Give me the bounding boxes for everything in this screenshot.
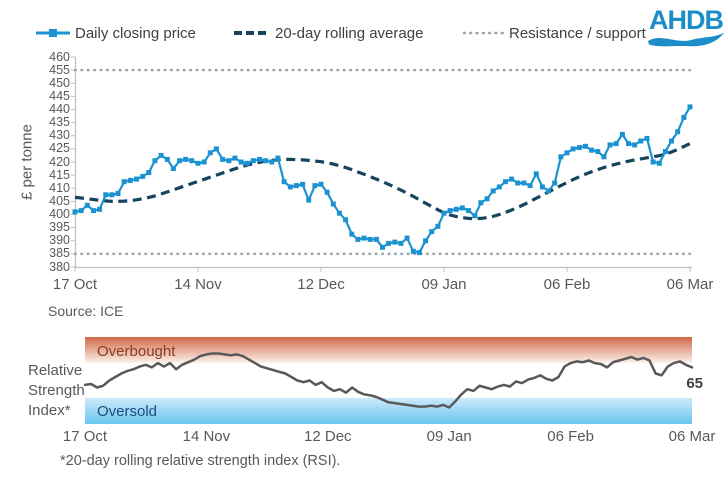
rsi-latest-value: 65	[686, 375, 703, 392]
legend-label: Resistance / support	[509, 24, 646, 42]
rsi-axis-label-line3: Index*	[28, 402, 71, 419]
y-tick-label: 390	[49, 233, 70, 248]
legend-label: 20-day rolling average	[275, 24, 424, 42]
daily-price-line	[74, 106, 691, 254]
y-tick-label: 415	[49, 167, 70, 182]
legend-item-rolling-average: 20-day rolling average	[234, 24, 423, 42]
daily-price-line-marker-icon	[36, 29, 70, 37]
rsi-x-tick-label: 09 Jan	[426, 428, 472, 445]
y-tick-label: 440	[49, 102, 70, 116]
y-tick-label: 420	[49, 154, 70, 169]
ahdb-logo-wave-icon	[648, 32, 724, 47]
rsi-x-tick-label: 12 Dec	[304, 428, 352, 445]
x-tick-label: 12 Dec	[297, 276, 345, 293]
y-tick-label: 410	[49, 180, 70, 195]
y-tick-label: 450	[49, 75, 70, 90]
y-axis-label: £ per tonne	[18, 124, 36, 200]
y-tick-label: 395	[49, 220, 70, 235]
x-tick-label: 14 Nov	[174, 276, 222, 293]
daily-price-markers	[72, 104, 693, 256]
y-tick-label: 380	[49, 259, 70, 274]
legend-item-daily-closing-price: Daily closing price	[36, 24, 196, 42]
y-tick-label: 445	[49, 88, 70, 103]
ahdb-logo-text: AHDB	[649, 5, 724, 35]
rolling-average-line	[74, 142, 691, 221]
dotted-line-marker-icon	[462, 31, 504, 35]
rsi-axis-label: Relative Strength Index*	[28, 361, 85, 421]
overbought-band-label: Overbought	[97, 343, 176, 360]
rsi-x-tick-label: 14 Nov	[182, 428, 231, 445]
y-tick-label: 425	[49, 141, 70, 156]
y-tick-label: 430	[49, 128, 70, 143]
rsi-axis-label-line2: Strength	[28, 382, 85, 399]
source-note: Source: ICE	[48, 303, 124, 319]
rsi-axis-label-line1: Relative	[28, 362, 83, 379]
legend-item-resistance-support: Resistance / support	[462, 24, 646, 42]
rsi-x-tick-label: 17 Oct	[62, 428, 108, 445]
x-tick-label: 06 Feb	[543, 276, 591, 293]
oversold-band-label: Oversold	[97, 403, 158, 420]
rsi-footnote: *20-day rolling relative strength index …	[60, 453, 341, 469]
y-tick-label: 400	[49, 207, 70, 221]
legend-label: Daily closing price	[75, 24, 196, 42]
y-tick-label: 435	[49, 115, 70, 130]
y-tick-label: 455	[49, 62, 70, 77]
ahdb-logo: AHDB	[646, 7, 726, 53]
rsi-line	[83, 352, 694, 409]
y-tick-label: 405	[49, 193, 70, 208]
overbought-band	[85, 337, 692, 364]
x-tick-label: 06 Mar	[666, 276, 714, 293]
y-tick-label: 460	[49, 49, 70, 64]
rsi-x-tick-label: 06 Mar	[668, 428, 716, 445]
y-tick-label: 385	[49, 246, 70, 261]
dashed-line-marker-icon	[234, 31, 270, 35]
x-tick-label: 09 Jan	[421, 276, 467, 293]
x-tick-label: 17 Oct	[52, 276, 98, 293]
rsi-x-tick-label: 06 Feb	[547, 428, 594, 445]
